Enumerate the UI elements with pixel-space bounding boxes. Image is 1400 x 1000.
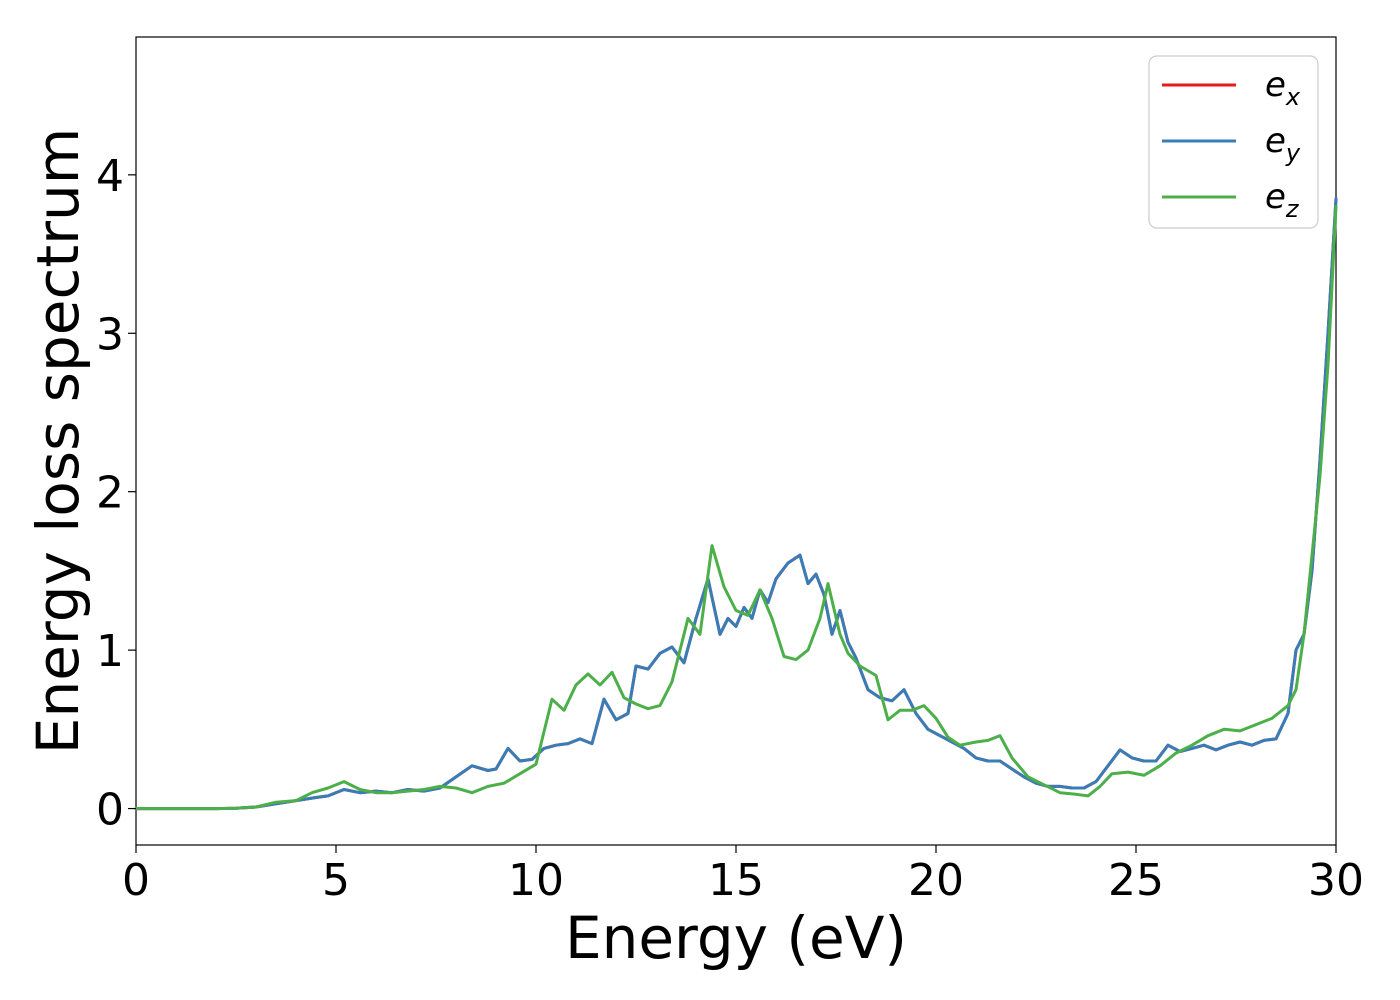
- legend-label-y: ey: [1265, 121, 1301, 167]
- x-tick-label: 20: [908, 855, 964, 906]
- series-layer: [134, 197, 1338, 811]
- series-line-z: [134, 205, 1338, 811]
- y-axis-ticks: 0 1 2 3 4: [96, 151, 136, 836]
- legend-label-x: ex: [1265, 65, 1301, 111]
- x-tick-label: 10: [508, 855, 564, 906]
- y-axis-title: Energy loss spectrum: [24, 128, 92, 754]
- x-tick-label: 30: [1308, 855, 1364, 906]
- y-tick-label: 1: [96, 626, 124, 677]
- y-tick-label: 0: [96, 785, 124, 836]
- x-tick-label: 15: [708, 855, 764, 906]
- x-tick-label: 0: [122, 855, 150, 906]
- x-tick-label: 25: [1108, 855, 1164, 906]
- x-tick-label: 5: [322, 855, 350, 906]
- y-tick-label: 4: [96, 151, 124, 202]
- x-axis-ticks: 0 5 10 15 20 25 30: [122, 845, 1364, 906]
- plot-area: 0 5 10 15 20 25 30 0 1 2 3 4: [96, 36, 1364, 906]
- series-line-y: [134, 197, 1338, 811]
- y-tick-label: 2: [96, 468, 124, 519]
- y-tick-label: 3: [96, 309, 124, 360]
- x-axis-title: Energy (eV): [565, 904, 907, 972]
